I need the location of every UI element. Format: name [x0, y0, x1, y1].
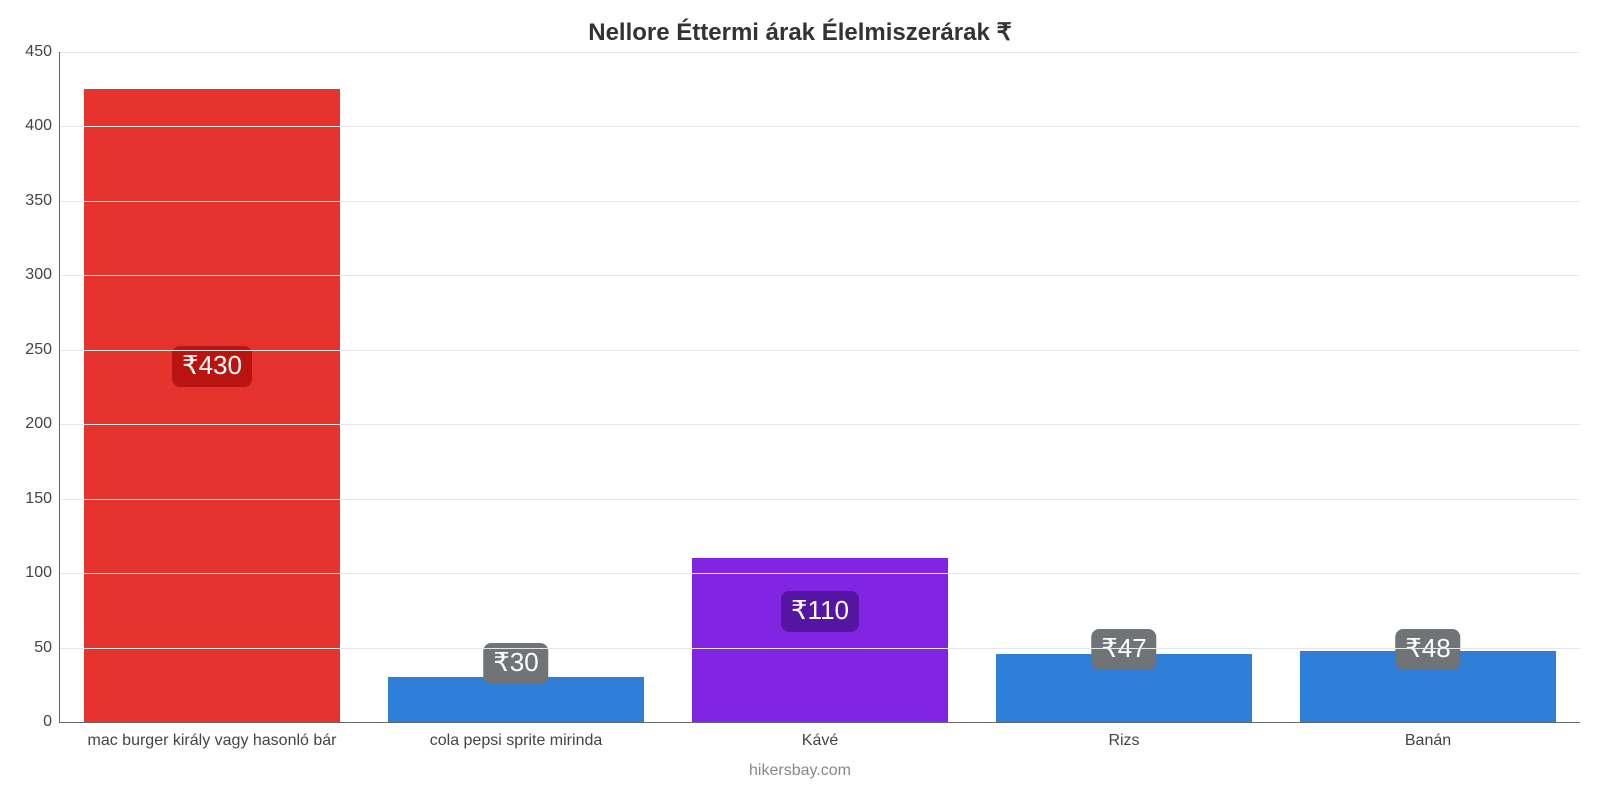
grid-line	[60, 275, 1580, 276]
grid-line	[60, 499, 1580, 500]
chart-title: Nellore Éttermi árak Élelmiszerárak ₹	[0, 18, 1600, 47]
grid-line	[60, 201, 1580, 202]
y-tick-label: 350	[25, 192, 60, 210]
bar-slot: ₹30cola pepsi sprite mirinda	[364, 52, 668, 722]
bar	[84, 89, 339, 722]
y-tick-label: 400	[25, 117, 60, 135]
value-badge: ₹430	[172, 346, 252, 387]
y-tick-label: 150	[25, 490, 60, 508]
grid-line	[60, 648, 1580, 649]
y-tick-label: 50	[34, 639, 60, 657]
x-tick-label: Kávé	[802, 722, 838, 750]
y-tick-label: 450	[25, 43, 60, 61]
x-tick-label: mac burger király vagy hasonló bár	[87, 722, 336, 750]
y-tick-label: 250	[25, 341, 60, 359]
bar-slot: ₹430mac burger király vagy hasonló bár	[60, 52, 364, 722]
y-tick-label: 100	[25, 564, 60, 582]
plot-area: ₹430mac burger király vagy hasonló bár₹3…	[60, 52, 1580, 722]
grid-line	[60, 424, 1580, 425]
x-tick-label: cola pepsi sprite mirinda	[430, 722, 603, 750]
bar-slot: ₹47Rizs	[972, 52, 1276, 722]
grid-line	[60, 126, 1580, 127]
price-bar-chart: Nellore Éttermi árak Élelmiszerárak ₹ ₹4…	[0, 0, 1600, 800]
bar-slot: ₹110Kávé	[668, 52, 972, 722]
bar	[692, 558, 947, 722]
y-tick-label: 0	[43, 713, 60, 731]
x-tick-label: Rizs	[1108, 722, 1139, 750]
bars-container: ₹430mac burger király vagy hasonló bár₹3…	[60, 52, 1580, 722]
value-badge: ₹47	[1091, 629, 1156, 670]
y-axis-line	[59, 52, 60, 723]
value-badge: ₹48	[1395, 629, 1460, 670]
x-tick-label: Banán	[1405, 722, 1451, 750]
grid-line	[60, 350, 1580, 351]
bar-slot: ₹48Banán	[1276, 52, 1580, 722]
y-tick-label: 300	[25, 266, 60, 284]
x-axis-line	[59, 722, 1580, 723]
grid-line	[60, 52, 1580, 53]
y-tick-label: 200	[25, 415, 60, 433]
grid-line	[60, 573, 1580, 574]
value-badge: ₹30	[483, 643, 548, 684]
value-badge: ₹110	[781, 591, 859, 632]
chart-source-label: hikersbay.com	[0, 762, 1600, 780]
